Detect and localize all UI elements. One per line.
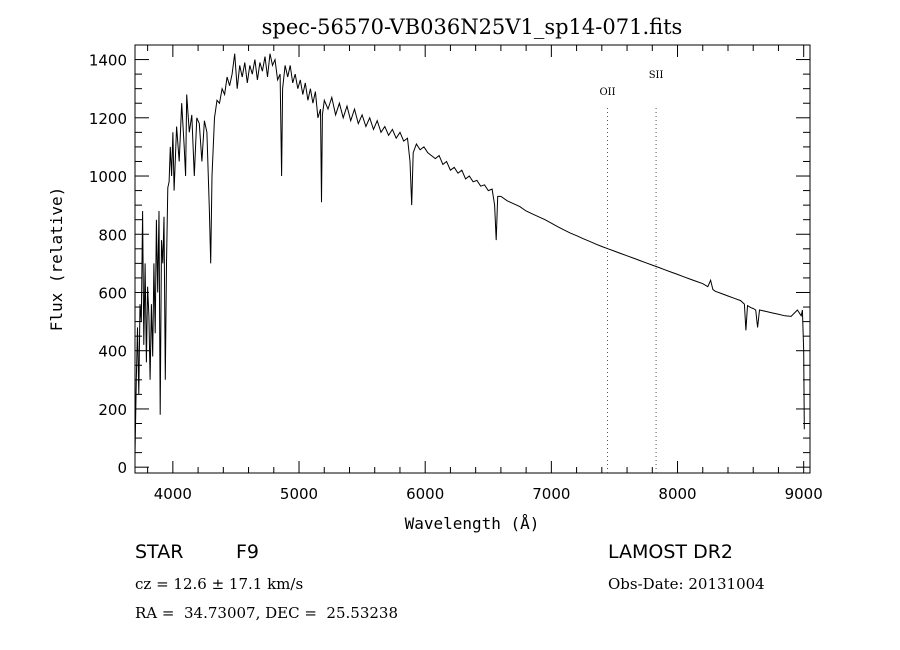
y-axis-label: Flux (relative) xyxy=(47,187,66,332)
chart-title: spec-56570-VB036N25V1_sp14-071.fits xyxy=(262,15,683,39)
x-tick-label: 4000 xyxy=(154,485,192,503)
x-tick-label: 9000 xyxy=(785,485,823,503)
y-tick-label: 1200 xyxy=(89,110,127,128)
y-tick-label: 800 xyxy=(98,226,127,244)
plot-frame xyxy=(134,44,811,474)
annotation-label: OII xyxy=(599,87,615,98)
obs-date: Obs-Date: 20131004 xyxy=(608,575,765,593)
object-subclass: F9 xyxy=(236,541,260,563)
x-axis-label: Wavelength (Å) xyxy=(405,514,540,533)
spectrum-line xyxy=(134,53,805,456)
y-tick-label: 1000 xyxy=(89,168,127,186)
x-tick-label: 7000 xyxy=(532,485,570,503)
y-tick-label: 600 xyxy=(98,284,127,302)
survey-name: LAMOST DR2 xyxy=(608,541,733,563)
coordinates-text: RA = 34.73007, DEC = 25.53238 xyxy=(135,604,399,622)
line-annotations: OII SII xyxy=(599,70,663,473)
object-class: STAR xyxy=(135,541,184,563)
annotation-label: SII xyxy=(649,70,664,81)
axis-ticks: 4000 5000 6000 7000 8000 9000 0 200 400 600 800 100… xyxy=(89,44,823,503)
y-tick-label: 400 xyxy=(98,343,127,361)
x-tick-label: 5000 xyxy=(280,485,318,503)
x-tick-label: 8000 xyxy=(658,485,696,503)
redshift-text: cz = 12.6 ± 17.1 km/s xyxy=(135,575,304,593)
y-tick-label: 1400 xyxy=(89,52,127,70)
data-series xyxy=(134,53,805,456)
y-tick-label: 200 xyxy=(98,401,127,419)
y-tick-label: 0 xyxy=(117,459,127,477)
x-tick-label: 6000 xyxy=(406,485,444,503)
